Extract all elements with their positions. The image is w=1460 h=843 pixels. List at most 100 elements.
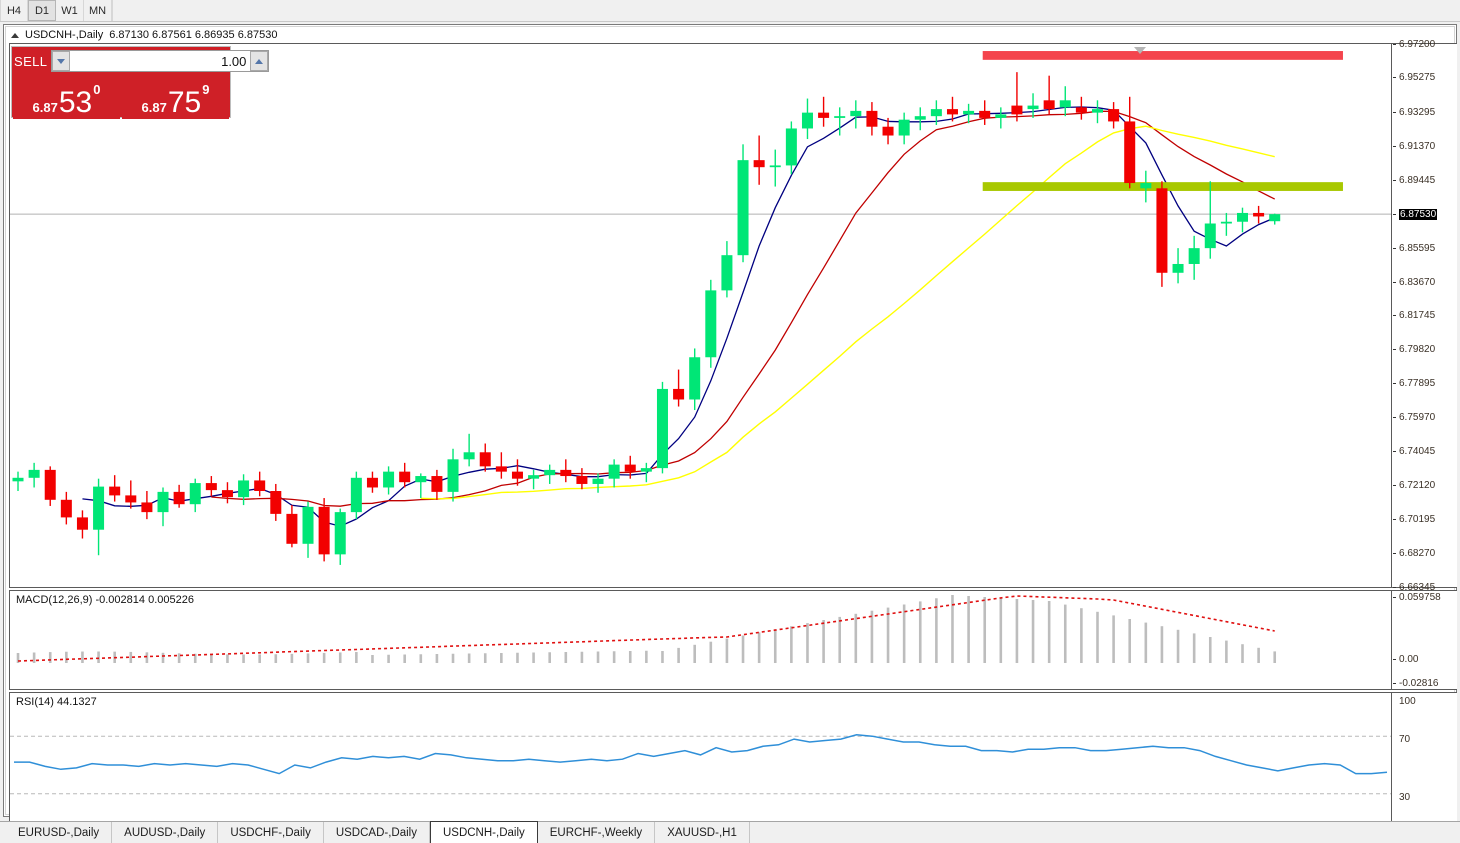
tick-label: -0.02816 — [1399, 677, 1439, 689]
sell-price-sup: 0 — [93, 82, 101, 97]
tick-mark — [1393, 518, 1396, 520]
timeframe-h4[interactable]: H4 — [0, 0, 28, 21]
macd-label: MACD(12,26,9) -0.002814 0.005226 — [16, 594, 194, 606]
volume-input[interactable] — [70, 51, 251, 71]
rsi-tick: 100 — [1392, 695, 1458, 707]
tick-mark — [1393, 586, 1396, 588]
tick-mark — [1393, 349, 1396, 351]
tick-mark — [1393, 417, 1396, 419]
rsi-pane[interactable]: RSI(14) 44.1327 — [9, 692, 1391, 838]
tick-label: 6.89445 — [1399, 174, 1436, 186]
tick-label: 0.059758 — [1399, 591, 1441, 603]
rsi-svg — [10, 734, 1391, 795]
price-tick: 6.66345 — [1392, 581, 1458, 593]
tick-label: 6.77895 — [1399, 378, 1436, 390]
chart-top-marker-icon — [1134, 47, 1146, 54]
timeframe-mn[interactable]: MN — [84, 0, 112, 21]
one-click-trading-panel: SELL BUY 6.87 53 0 6.87 — [11, 46, 301, 119]
tick-label: 70 — [1399, 733, 1411, 745]
rsi-scale[interactable]: 10070300 — [1391, 692, 1457, 838]
price-tick: 6.83670 — [1392, 276, 1458, 288]
chart-tab-eurchf[interactable]: EURCHF-,Weekly — [537, 822, 656, 843]
symbol-header: USDCNH-,Daily 6.87130 6.87561 6.86935 6.… — [6, 27, 1454, 43]
price-tick: 6.91370 — [1392, 141, 1458, 153]
rsi-tick: 30 — [1392, 791, 1458, 803]
volume-decrease-icon[interactable] — [52, 51, 71, 71]
chart-tab-usdcad[interactable]: USDCAD-,Daily — [323, 822, 430, 843]
price-tick: 6.74045 — [1392, 445, 1458, 457]
price-tick: 6.77895 — [1392, 378, 1458, 390]
price-chart-pane[interactable] — [9, 43, 1391, 588]
tick-mark — [1393, 658, 1396, 660]
buy-price-prefix: 6.87 — [141, 100, 167, 115]
tick-mark — [1393, 315, 1396, 317]
tick-label: 6.72120 — [1399, 479, 1436, 491]
tick-label: 100 — [1399, 695, 1416, 707]
tick-label: 6.70195 — [1399, 513, 1436, 525]
oct-top-row: SELL BUY — [12, 47, 301, 75]
tick-mark — [1393, 77, 1396, 79]
symbol-name: USDCNH-,Daily — [25, 29, 104, 41]
tick-mark — [1393, 450, 1396, 452]
price-tick: 6.72120 — [1392, 479, 1458, 491]
tick-mark — [1393, 43, 1396, 45]
tick-label: 0.00 — [1399, 653, 1419, 665]
tick-mark — [1393, 383, 1396, 385]
price-tick: 6.70195 — [1392, 513, 1458, 525]
buy-price-sup: 9 — [202, 82, 210, 97]
chart-tab-xauusd[interactable]: XAUUSD-,H1 — [655, 822, 750, 843]
sell-button[interactable]: SELL — [14, 53, 48, 69]
tick-label: 6.81745 — [1399, 310, 1436, 322]
tick-label: 6.68270 — [1399, 547, 1436, 559]
volume-stepper[interactable] — [51, 50, 270, 72]
price-tick: 6.81745 — [1392, 310, 1458, 322]
buy-price-big: 75 — [167, 86, 202, 119]
tick-label: 6.79820 — [1399, 344, 1436, 356]
macd-scale[interactable]: 0.059758 0.00 -0.02816 — [1391, 590, 1457, 690]
chart-tab-usdcnh[interactable]: USDCNH-,Daily — [429, 821, 538, 843]
tick-label: 6.87530 — [1399, 208, 1438, 220]
timeframe-toolbar: H4 D1 W1 MN — [0, 0, 1460, 22]
tick-mark — [1393, 484, 1396, 486]
tick-label: 6.95275 — [1399, 72, 1436, 84]
collapse-triangle-icon[interactable] — [11, 32, 19, 38]
toolbar-spacer — [112, 0, 1460, 21]
tick-label: 6.66345 — [1399, 581, 1436, 593]
price-scale[interactable]: 6.97200 6.95275 6.93295 6.91370 6.89445 6.875… — [1391, 39, 1458, 593]
macd-pane[interactable]: MACD(12,26,9) -0.002814 0.005226 — [9, 590, 1391, 690]
price-tick: 6.85595 — [1392, 242, 1458, 254]
tick-label: 6.85595 — [1399, 242, 1436, 254]
rsi-label: RSI(14) 44.1327 — [16, 696, 97, 708]
price-tick-current: 6.87530 — [1392, 208, 1458, 220]
sell-price-box[interactable]: 6.87 53 0 — [13, 76, 120, 119]
sell-price-prefix: 6.87 — [32, 100, 58, 115]
macd-tick: 0.00 — [1392, 653, 1458, 665]
buy-price-box[interactable]: 6.87 75 9 — [122, 76, 229, 119]
chart-window-inner: USDCNH-,Daily 6.87130 6.87561 6.86935 6.… — [5, 26, 1458, 843]
tick-mark — [1393, 213, 1396, 215]
price-tick: 6.68270 — [1392, 547, 1458, 559]
timeframe-w1[interactable]: W1 — [56, 0, 84, 21]
chart-tab-eurusd[interactable]: EURUSD-,Daily — [6, 822, 113, 843]
tick-label: 30 — [1399, 791, 1411, 803]
chart-tab-bar: EURUSD-,Daily AUDUSD-,Daily USDCHF-,Daily U… — [0, 821, 1460, 843]
tick-mark — [1393, 739, 1396, 740]
sell-price-big: 53 — [58, 86, 93, 119]
symbol-ohlc-values: 6.87130 6.87561 6.86935 6.87530 — [109, 29, 278, 41]
tick-label: 6.93295 — [1399, 107, 1436, 119]
timeframe-d1[interactable]: D1 — [28, 0, 56, 21]
volume-increase-icon[interactable] — [250, 51, 269, 71]
tick-mark — [1393, 552, 1396, 554]
price-tick: 6.89445 — [1392, 174, 1458, 186]
tick-mark — [1393, 281, 1396, 283]
tick-mark — [1393, 596, 1396, 598]
price-chart-svg — [10, 51, 1391, 565]
buy-button[interactable]: BUY — [273, 53, 302, 69]
price-tick: 6.93295 — [1392, 107, 1458, 119]
chart-tab-usdchf[interactable]: USDCHF-,Daily — [218, 822, 324, 843]
tick-mark — [1393, 247, 1396, 249]
chart-tab-audusd[interactable]: AUDUSD-,Daily — [112, 822, 219, 843]
price-tick: 6.79820 — [1392, 344, 1458, 356]
tick-mark — [1393, 112, 1396, 114]
